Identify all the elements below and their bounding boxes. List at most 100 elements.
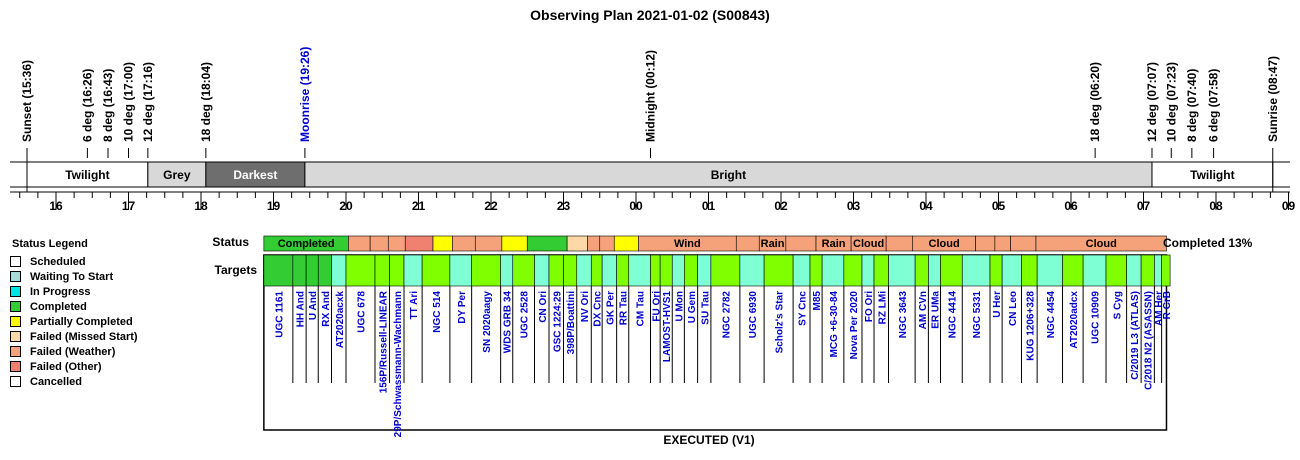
target-name: NGC 4414 bbox=[947, 291, 958, 339]
target-block bbox=[739, 254, 765, 287]
sky-band-label: Grey bbox=[163, 168, 191, 182]
target-block bbox=[1082, 254, 1107, 287]
status-block-label: Rain bbox=[761, 238, 785, 250]
sky-band-label: Twilight bbox=[1190, 168, 1234, 182]
hour-tick-label: 05 bbox=[992, 199, 1006, 213]
status-block-label: Cloud bbox=[853, 238, 884, 250]
target-block bbox=[1161, 254, 1171, 287]
target-block bbox=[616, 254, 630, 287]
status-block bbox=[432, 235, 453, 252]
target-block bbox=[1062, 254, 1084, 287]
target-block bbox=[861, 254, 875, 287]
legend-item: Failed (Weather) bbox=[10, 344, 160, 359]
target-block bbox=[500, 254, 514, 287]
target-name: UGC 6930 bbox=[748, 291, 759, 339]
target-block bbox=[1154, 254, 1162, 287]
hour-tick-label: 00 bbox=[629, 199, 643, 213]
target-name: FO Ori bbox=[864, 291, 875, 322]
completion-label: Completed 13% bbox=[1163, 236, 1253, 250]
status-block bbox=[885, 235, 914, 252]
legend-label: Waiting To Start bbox=[30, 270, 114, 283]
target-name: R CrB bbox=[1162, 291, 1173, 319]
target-block bbox=[403, 254, 423, 287]
target-name: SU Tau bbox=[700, 291, 711, 325]
target-block bbox=[628, 254, 651, 287]
target-block bbox=[421, 254, 451, 287]
target-name: FU Ori bbox=[651, 291, 662, 322]
target-block bbox=[710, 254, 741, 287]
target-block bbox=[292, 254, 307, 287]
target-name: MCG +6-30-84 bbox=[829, 291, 840, 358]
status-block bbox=[1010, 235, 1037, 252]
status-block bbox=[975, 235, 996, 252]
target-block bbox=[1036, 254, 1063, 287]
footer-label: EXECUTED (V1) bbox=[663, 433, 754, 447]
target-block bbox=[331, 254, 347, 287]
target-block bbox=[1126, 254, 1142, 287]
status-block-label: Cloud bbox=[929, 238, 960, 250]
target-name: AM CVn bbox=[918, 291, 929, 329]
target-name: CN Leo bbox=[1008, 291, 1019, 326]
event-label: 6 deg (07:58) bbox=[1207, 69, 1221, 142]
target-block bbox=[821, 254, 845, 287]
target-block bbox=[843, 254, 863, 287]
target-name: GK Per bbox=[605, 291, 616, 325]
target-name: AT2020adcx bbox=[1069, 291, 1080, 349]
target-block bbox=[263, 254, 294, 287]
sky-band-label: Bright bbox=[711, 168, 746, 182]
legend-swatch bbox=[10, 346, 21, 357]
target-name: WDS GRB 34 bbox=[503, 291, 514, 354]
target-name: 29P/Schwassmann-Wachmann bbox=[393, 291, 404, 437]
hour-tick-label: 04 bbox=[919, 199, 933, 213]
target-name: CM Tau bbox=[636, 291, 647, 326]
target-block bbox=[961, 254, 991, 287]
status-block bbox=[599, 235, 615, 252]
hour-tick-label: 20 bbox=[339, 199, 353, 213]
chart-title: Observing Plan 2021-01-02 (S00843) bbox=[530, 7, 770, 23]
status-block-label: Cloud bbox=[1086, 238, 1117, 250]
legend-item: Failed (Other) bbox=[10, 359, 160, 374]
target-name: TT Ari bbox=[409, 291, 420, 320]
legend-swatch bbox=[10, 361, 21, 372]
target-block bbox=[659, 254, 673, 287]
target-block bbox=[989, 254, 1003, 287]
event-label: Sunset (15:36) bbox=[20, 60, 34, 142]
target-block bbox=[873, 254, 889, 287]
legend-swatch bbox=[10, 256, 21, 267]
target-block bbox=[449, 254, 472, 287]
status-block bbox=[566, 235, 588, 252]
target-name: NGC 4454 bbox=[1046, 291, 1057, 339]
legend-label: Failed (Missed Start) bbox=[30, 330, 138, 343]
target-block bbox=[317, 254, 332, 287]
legend-item: Partially Completed bbox=[10, 314, 160, 329]
legend-label: Partially Completed bbox=[30, 315, 133, 328]
target-name: UGC 1161 bbox=[274, 291, 285, 338]
targets-row-label: Targets bbox=[215, 263, 258, 277]
target-block bbox=[471, 254, 501, 287]
hour-tick-label: 21 bbox=[412, 199, 426, 213]
event-label: 6 deg (16:26) bbox=[80, 69, 94, 142]
hour-tick-label: 01 bbox=[702, 199, 716, 213]
sky-band-label: Twilight bbox=[65, 168, 109, 182]
legend-swatch bbox=[10, 286, 21, 297]
target-name: M85 bbox=[812, 291, 823, 311]
target-name: NGC 514 bbox=[432, 291, 443, 333]
target-block bbox=[684, 254, 698, 287]
event-label: 10 deg (07:23) bbox=[1164, 62, 1178, 142]
legend-label: Scheduled bbox=[30, 255, 86, 268]
legend-swatch bbox=[10, 331, 21, 342]
status-block bbox=[452, 235, 476, 252]
target-block bbox=[792, 254, 811, 287]
target-block bbox=[940, 254, 963, 287]
event-label: Moonrise (19:26) bbox=[298, 47, 312, 142]
legend-label: Completed bbox=[30, 300, 87, 313]
legend-title: Status Legend bbox=[12, 238, 88, 250]
target-name: CN Ori bbox=[538, 291, 549, 323]
sky-band-label: Darkest bbox=[233, 168, 277, 182]
target-block bbox=[650, 254, 661, 287]
event-label: 8 deg (07:40) bbox=[1185, 69, 1199, 142]
target-name: UGC 10909 bbox=[1091, 291, 1102, 344]
status-block bbox=[404, 235, 434, 252]
target-name: U And bbox=[308, 291, 319, 320]
target-block bbox=[374, 254, 390, 287]
